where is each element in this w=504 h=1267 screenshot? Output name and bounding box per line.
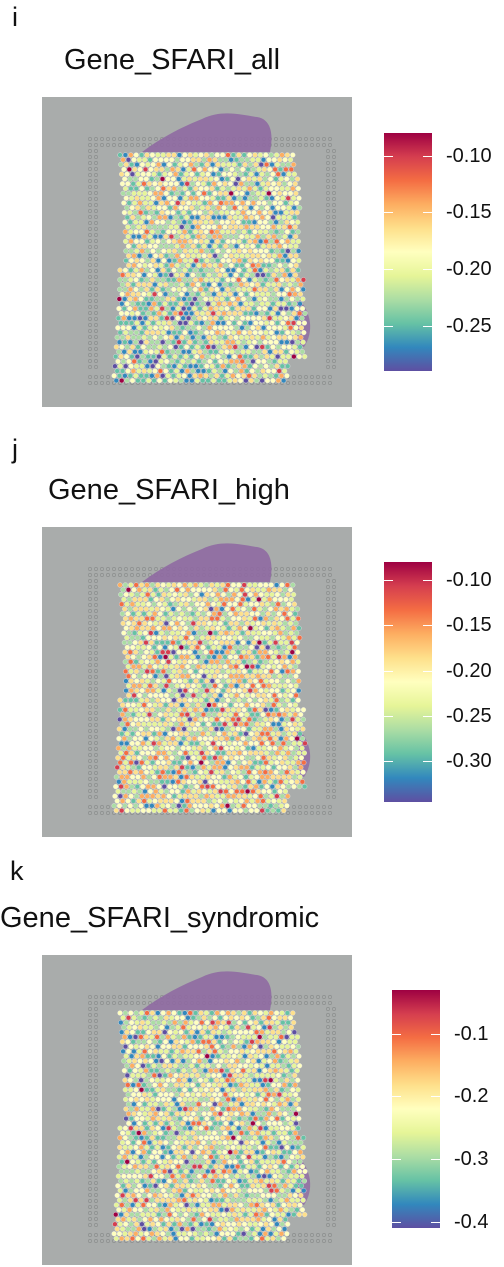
colorbar-tick (384, 212, 393, 213)
colorbar-tick (423, 761, 432, 762)
colorbar-tick (384, 326, 393, 327)
colorbar-tick-label: -0.2 (454, 1085, 489, 1107)
colorbar-tick (384, 156, 393, 157)
colorbar-tick (384, 716, 393, 717)
colorbar-tick (423, 671, 432, 672)
colorbar-tick (392, 1034, 401, 1035)
colorbar-tick-label: -0.25 (446, 315, 492, 337)
tissue-image-k (42, 955, 352, 1265)
colorbar-tick-label: -0.20 (446, 258, 492, 280)
colorbar-tick-label: -0.20 (446, 660, 492, 682)
colorbar-tick (423, 625, 432, 626)
colorbar-tick-label: -0.30 (446, 750, 492, 772)
colorbar-tick (423, 716, 432, 717)
colorbar-tick (431, 1222, 440, 1223)
colorbar-tick (384, 671, 393, 672)
spot-map (88, 971, 336, 1243)
colorbar-k (392, 990, 440, 1228)
colorbar-tick (423, 269, 432, 270)
colorbar-tick-label: -0.4 (454, 1211, 489, 1233)
colorbar-tick (431, 1034, 440, 1035)
colorbar-tick (384, 580, 393, 581)
colorbar-tick (423, 326, 432, 327)
tissue-image-j (42, 527, 352, 837)
colorbar-tick-label: -0.15 (446, 201, 492, 223)
panel-title-k: Gene_SFARI_syndromic (0, 902, 320, 934)
colorbar-tick (384, 625, 393, 626)
tissue-image-i (42, 97, 352, 407)
panel-label-k: k (10, 856, 24, 886)
spot-map (88, 543, 336, 815)
colorbar-tick-label: -0.1 (454, 1023, 489, 1045)
colorbar-tick-label: -0.25 (446, 705, 492, 727)
colorbar-tick (392, 1096, 401, 1097)
panel-label-i: i (12, 2, 18, 32)
colorbar-tick (423, 580, 432, 581)
colorbar-tick-label: -0.3 (454, 1148, 489, 1170)
colorbar-tick (392, 1222, 401, 1223)
colorbar-tick (384, 761, 393, 762)
panel-label-j: j (12, 434, 18, 464)
colorbar-j (384, 562, 432, 802)
colorbar-tick-label: -0.10 (446, 569, 492, 591)
colorbar-tick (423, 212, 432, 213)
colorbar-tick (423, 156, 432, 157)
panel-title-i: Gene_SFARI_all (64, 44, 281, 76)
panel-title-j: Gene_SFARI_high (48, 474, 290, 506)
colorbar-tick (431, 1096, 440, 1097)
spot-map (88, 113, 336, 385)
colorbar-tick (392, 1159, 401, 1160)
colorbar-tick-label: -0.15 (446, 614, 492, 636)
colorbar-i (384, 133, 432, 371)
colorbar-tick (431, 1159, 440, 1160)
colorbar-tick-label: -0.10 (446, 145, 492, 167)
colorbar-tick (384, 269, 393, 270)
